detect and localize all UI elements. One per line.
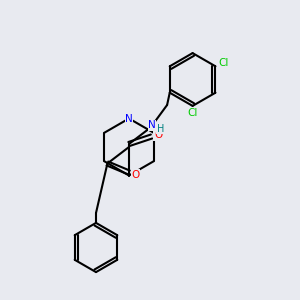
Text: N: N <box>125 113 133 124</box>
Text: O: O <box>154 130 162 140</box>
Text: Cl: Cl <box>219 58 229 68</box>
Text: Cl: Cl <box>188 107 198 118</box>
Text: O: O <box>131 170 140 180</box>
Text: H: H <box>157 124 164 134</box>
Text: N: N <box>148 120 156 130</box>
